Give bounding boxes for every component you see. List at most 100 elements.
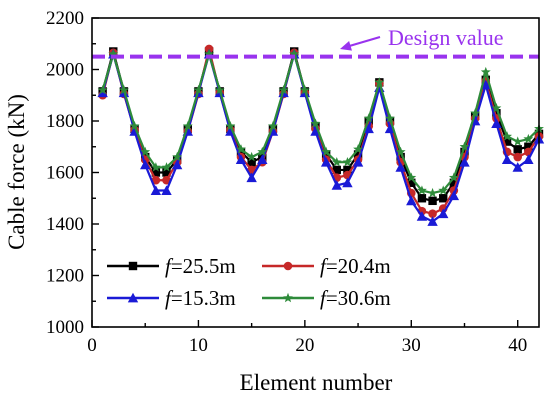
data-point: [236, 147, 246, 157]
data-point: [363, 123, 374, 134]
data-point: [172, 151, 183, 162]
data-point: [395, 146, 406, 157]
legend-marker: [283, 292, 293, 303]
data-point: [438, 208, 449, 219]
data-point: [417, 194, 427, 203]
data-point: [513, 152, 523, 162]
design-value-annotation: Design value: [388, 25, 503, 50]
series-3: [97, 48, 545, 226]
data-point: [523, 133, 534, 144]
legend-marker: [127, 292, 139, 303]
legend-marker: [128, 261, 138, 271]
data-point: [460, 147, 469, 157]
data-point: [151, 168, 161, 177]
data-point: [193, 84, 204, 95]
legend-item-2: f=20.4m: [262, 254, 391, 278]
annotation-arrowhead: [340, 41, 352, 51]
data-point: [171, 159, 183, 170]
legend-label: f=15.3m: [165, 286, 236, 310]
data-point: [236, 144, 246, 154]
data-point: [310, 118, 321, 128]
data-point: [374, 77, 385, 87]
series-4: [97, 48, 544, 198]
legend-label: f=20.4m: [320, 254, 391, 278]
y-tick-label: 1400: [46, 214, 84, 235]
axes-layer: 0 10 20 30 40 1000 1200 1400 1600 1800 2000 2200: [46, 8, 540, 356]
data-point: [492, 109, 501, 118]
data-point: [140, 146, 151, 157]
data-point: [225, 120, 236, 131]
data-point: [150, 185, 162, 195]
data-point: [320, 157, 332, 167]
data-point: [524, 142, 533, 151]
data-point: [523, 154, 534, 165]
data-point: [439, 194, 448, 203]
data-point: [331, 180, 342, 190]
data-point: [247, 158, 256, 167]
data-point: [459, 157, 470, 167]
data-point: [343, 165, 352, 175]
x-axis-title: Element number: [240, 370, 393, 395]
data-point: [342, 157, 353, 167]
data-point: [204, 48, 215, 59]
data-point: [396, 152, 405, 162]
data-point: [416, 185, 427, 195]
data-point: [416, 211, 428, 221]
data-point: [395, 162, 406, 172]
data-point: [406, 195, 417, 206]
x-tick-label: 0: [87, 335, 97, 356]
data-point: [289, 48, 300, 59]
data-point: [438, 185, 449, 195]
y-tick-label: 2000: [46, 60, 84, 81]
y-tick-label: 1000: [46, 317, 84, 338]
series-layer: [97, 44, 545, 226]
legend-item-1: f=25.5m: [107, 254, 236, 278]
legend-label: f=30.6m: [320, 286, 391, 310]
data-point: [513, 145, 522, 154]
data-point: [501, 154, 513, 165]
data-point: [332, 165, 341, 175]
data-point: [278, 84, 289, 95]
data-point: [150, 162, 161, 172]
data-point: [428, 196, 437, 206]
data-point: [480, 79, 491, 90]
y-axis-title: Cable force (kN): [4, 94, 29, 250]
data-point: [118, 84, 129, 95]
data-point: [470, 108, 481, 118]
data-point: [427, 187, 438, 198]
y-tick-label: 1800: [46, 111, 84, 132]
data-point: [448, 190, 460, 201]
data-point: [449, 178, 459, 187]
data-point: [512, 162, 523, 172]
x-tick-label: 10: [189, 335, 208, 356]
x-tick-label: 20: [295, 335, 314, 356]
legend-item-4: f=30.6m: [262, 286, 391, 310]
legend-item-3: f=15.3m: [107, 286, 236, 310]
data-point: [407, 178, 416, 187]
design-value-layer: Design value: [92, 25, 539, 59]
y-tick-label: 1600: [46, 163, 84, 184]
x-tick-label: 40: [508, 335, 527, 356]
data-point: [129, 120, 140, 131]
data-point: [448, 172, 459, 182]
data-point: [257, 146, 268, 157]
data-point: [235, 154, 247, 165]
data-point: [363, 113, 374, 123]
legend-marker: [283, 261, 293, 271]
data-point: [428, 209, 437, 218]
data-point: [385, 113, 395, 123]
data-point: [459, 141, 470, 151]
y-tick-label: 1200: [46, 266, 84, 287]
legend-label: f=25.5m: [165, 254, 236, 278]
data-point: [257, 154, 268, 165]
data-point: [502, 137, 512, 146]
x-tick-label: 30: [402, 335, 421, 356]
data-point: [491, 118, 502, 128]
data-point: [331, 157, 342, 167]
data-point: [321, 146, 332, 157]
data-point: [384, 123, 396, 134]
data-point: [162, 168, 171, 177]
data-point: [161, 185, 172, 195]
data-point: [182, 120, 193, 131]
